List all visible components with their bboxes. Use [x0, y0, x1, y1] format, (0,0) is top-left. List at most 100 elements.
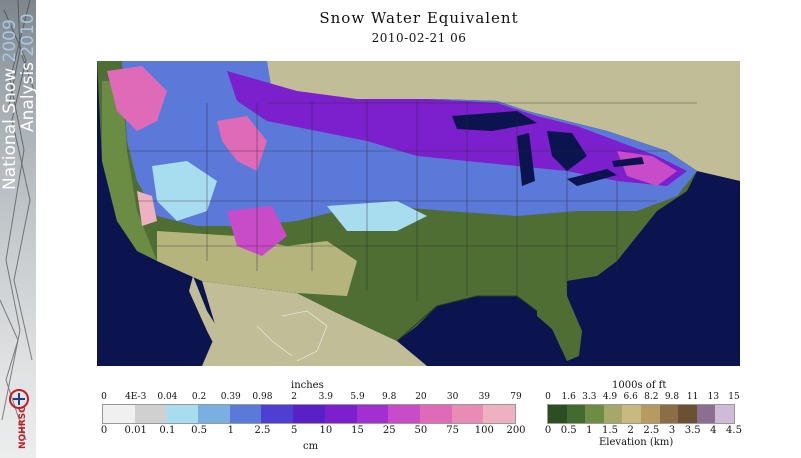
swe-swatch	[356, 405, 389, 423]
swe-inches-tick: 5.9	[350, 392, 365, 402]
snow-heavy-rockies-north	[217, 116, 267, 171]
lake-superior	[452, 111, 537, 131]
map-title: Snow Water Equivalent	[319, 9, 519, 27]
elevation-feet-tick: 6.6	[623, 392, 638, 402]
swe-cm-tick: 0.5	[191, 425, 208, 436]
swe-swatch	[483, 405, 515, 423]
elevation-feet-tick: 13	[707, 392, 720, 402]
swe-cm-tick: 0.01	[124, 425, 147, 436]
snow-patch-light-basin	[152, 161, 217, 221]
swe-unit-bottom: cm	[303, 441, 319, 452]
swe-swatch	[103, 405, 135, 423]
elevation-feet-tick: 1.6	[561, 392, 576, 402]
elevation-feet-tick: 9.8	[664, 392, 680, 402]
branch-texture	[0, 0, 35, 441]
state-borders	[127, 101, 697, 301]
gulf-coastline	[396, 295, 538, 342]
swe-swatch	[229, 405, 262, 423]
swe-swatch	[134, 405, 167, 423]
swe-swatch	[261, 405, 294, 423]
swe-inches-tick: 3.9	[318, 392, 334, 402]
swe-cm-tick: 25	[382, 425, 396, 436]
elevation-swatch	[678, 405, 697, 423]
swe-inches-tick: 0.39	[220, 392, 241, 402]
elevation-swatch	[585, 405, 604, 423]
swe-cm-tick: 50	[414, 425, 428, 436]
snow-map	[97, 61, 740, 366]
elevation-km-tick: 3.5	[684, 425, 701, 436]
swe-swatch	[451, 405, 484, 423]
lake-ontario	[612, 157, 644, 167]
elevation-swatch	[548, 405, 567, 423]
elevation-feet-tick: 4.9	[602, 392, 618, 402]
swe-inches-tick: 0	[101, 392, 107, 402]
elevation-feet-tick: 0	[545, 392, 551, 402]
swe-cm-tick: 0.1	[159, 425, 176, 436]
swe-unit-top: inches	[291, 380, 324, 391]
swe-cm-tick: 100	[474, 425, 494, 436]
swe-cm-tick: 5	[290, 425, 298, 436]
swe-inches-tick: 0.98	[252, 392, 273, 402]
mexico-borders	[256, 310, 328, 362]
swe-inches-tick: 79	[510, 392, 522, 402]
swe-swatch	[293, 405, 325, 423]
swe-inches-tick: 4E-3	[125, 392, 147, 402]
snow-heavy-sierra	[137, 191, 157, 226]
lake-michigan	[517, 133, 535, 186]
nohrsc-logo: NOHRSC	[9, 389, 29, 449]
snow-heavy-cascades	[107, 66, 167, 131]
mexico-region	[202, 281, 427, 366]
swe-inches-tick: 0.04	[157, 392, 178, 402]
swe-inches-tick: 39	[478, 392, 491, 402]
swe-cm-tick: 75	[446, 425, 459, 436]
elevation-swatch	[603, 405, 623, 423]
swe-inches-tick: 9.8	[382, 392, 397, 402]
elevation-km-tick: 3	[668, 425, 676, 436]
elevation-feet-tick: 3.3	[582, 392, 597, 402]
elevation-km-tick: 0	[544, 425, 552, 436]
elevation-swatch	[659, 405, 679, 423]
swe-inches-tick: 20	[415, 392, 427, 402]
swe-swatch	[419, 405, 452, 423]
elevation-km-tick: 0.5	[560, 425, 577, 436]
elevation-km-tick: 4.5	[726, 425, 742, 436]
nohrsc-logo-text: NOHRSC	[18, 406, 28, 449]
baja-peninsula	[189, 276, 237, 366]
elevation-km-tick: 2.5	[643, 425, 660, 436]
canada-region	[267, 61, 740, 181]
swe-swatch	[166, 405, 199, 423]
elevation-feet-tick: 15	[728, 392, 740, 402]
elevation-unit-top: 1000s of ft	[612, 380, 667, 391]
left-banner: National Snow 2009 Analysis 2010 NOHRSC	[0, 0, 36, 458]
elevation-swatch	[566, 405, 586, 423]
elevation-km-tick: 4	[710, 425, 717, 436]
swe-cm-tick: 15	[351, 425, 364, 436]
elevation-km-tick: 1	[586, 425, 593, 436]
swe-swatch	[324, 405, 357, 423]
elevation-swatch	[715, 405, 734, 423]
pacific-coast	[102, 81, 157, 261]
elevation-swatch	[622, 405, 641, 423]
elevation-swatch	[640, 405, 660, 423]
swe-cm-tick: 0	[100, 425, 108, 436]
snow-patch-light-plains	[327, 201, 427, 231]
swe-inches-tick: 2	[291, 392, 298, 402]
elevation-feet-tick: 8.2	[644, 392, 659, 402]
lake-erie	[567, 169, 617, 186]
elevation-color-scale	[547, 404, 735, 424]
elevation-unit-bottom: Elevation (km)	[599, 437, 674, 448]
swe-cm-tick: 2.5	[254, 425, 271, 436]
swe-swatch	[388, 405, 420, 423]
swe-cm-tick: 10	[319, 425, 333, 436]
map-date: 2010-02-21 06	[371, 31, 467, 45]
swe-color-scale	[102, 404, 516, 424]
swe-cm-tick: 200	[506, 425, 526, 436]
elevation-km-tick: 1.5	[602, 425, 618, 436]
florida	[537, 296, 582, 361]
elevation-swatch	[696, 405, 716, 423]
elevation-km-tick: 2	[627, 425, 634, 436]
swe-inches-tick: 30	[446, 392, 459, 402]
elevation-feet-tick: 11	[686, 392, 699, 402]
swe-cm-tick: 1	[227, 425, 234, 436]
swe-inches-tick: 0.2	[191, 392, 207, 402]
